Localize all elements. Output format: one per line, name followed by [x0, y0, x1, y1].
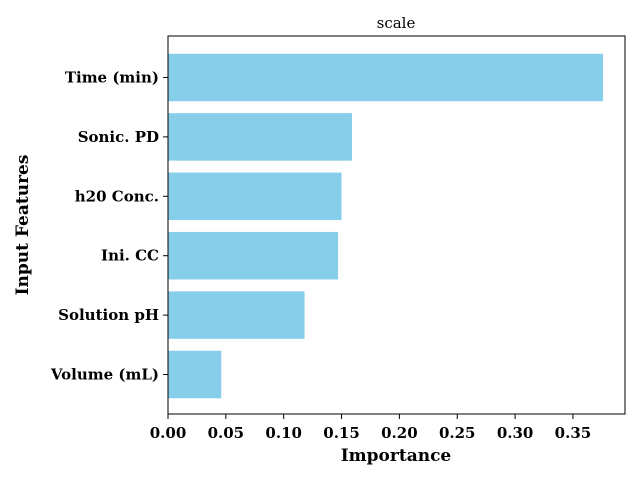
y-tick-label: h20 Conc.: [75, 187, 159, 205]
x-axis-label: Importance: [341, 446, 452, 466]
bar: [168, 350, 222, 399]
x-tick-label: 0.35: [555, 424, 592, 442]
bar: [168, 53, 604, 102]
y-tick-label: Time (min): [65, 69, 159, 87]
x-tick-label: 0.20: [381, 424, 418, 442]
x-tick-label: 0.00: [150, 424, 187, 442]
chart-title: scale: [377, 14, 416, 32]
x-axis-ticks: 0.00 0.05 0.10 0.15 0.20 0.25 0.30 0.35: [150, 414, 591, 442]
bar: [168, 113, 352, 161]
x-tick-label: 0.05: [208, 424, 245, 442]
y-tick-label: Solution pH: [58, 306, 159, 324]
bar: [168, 291, 305, 339]
y-axis-ticks: Time (min) Sonic. PD h20 Conc. Ini. CC Solut…: [50, 69, 168, 384]
plot-frame: [167, 35, 626, 415]
bar: [168, 172, 342, 221]
bars-group: [168, 53, 604, 399]
x-tick-label: 0.15: [323, 424, 360, 442]
y-tick-label: Ini. CC: [101, 247, 159, 265]
x-tick-label: 0.25: [439, 424, 476, 442]
bar: [168, 231, 339, 280]
y-tick-label: Volume (mL): [50, 366, 159, 384]
y-tick-label: Sonic. PD: [78, 128, 159, 146]
y-axis-label: Input Features: [13, 155, 33, 296]
x-tick-label: 0.30: [497, 424, 534, 442]
x-tick-label: 0.10: [265, 424, 302, 442]
